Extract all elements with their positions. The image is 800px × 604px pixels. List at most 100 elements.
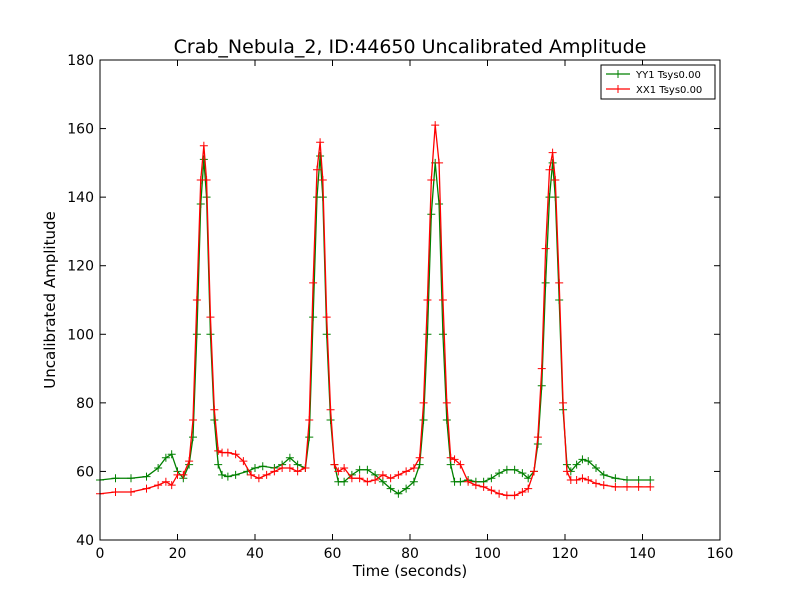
data-point — [330, 460, 339, 469]
data-point — [524, 474, 533, 483]
data-point — [363, 465, 372, 474]
data-point — [316, 138, 325, 147]
chart-title: Crab_Nebula_2, ID:44650 Uncalibrated Amp… — [174, 36, 647, 58]
data-point — [427, 176, 436, 184]
y-tick-label: 100 — [67, 327, 94, 343]
legend-label: XX1 Tsys0.00 — [636, 85, 702, 96]
data-point — [316, 152, 325, 160]
data-point — [293, 467, 302, 476]
data-point — [572, 476, 581, 484]
data-point — [415, 453, 424, 462]
data-point — [423, 330, 432, 339]
data-point — [214, 460, 223, 469]
y-tick-label: 180 — [67, 53, 94, 69]
data-point — [599, 481, 608, 490]
data-point — [218, 470, 227, 479]
data-point — [502, 491, 511, 500]
legend-box — [600, 64, 716, 100]
data-point — [402, 484, 411, 493]
legend: YY1 Tsys0.00 XX1 Tsys0.00 — [600, 64, 716, 100]
y-axis-label: Uncalibrated Amplitude — [41, 211, 59, 388]
data-point — [446, 453, 455, 462]
data-point — [578, 455, 587, 464]
y-tick-label: 80 — [76, 396, 94, 412]
data-point — [334, 467, 343, 476]
data-point — [599, 470, 608, 479]
data-point — [185, 457, 194, 466]
data-point — [572, 460, 581, 469]
data-point — [464, 477, 473, 486]
data-point — [192, 330, 201, 339]
data-point — [419, 398, 428, 407]
data-point — [340, 464, 349, 472]
data-point — [442, 416, 451, 424]
data-point — [409, 464, 418, 472]
data-point — [210, 405, 219, 414]
data-point — [623, 482, 631, 491]
data-point — [495, 489, 504, 498]
data-point — [541, 244, 550, 253]
data-point — [646, 482, 655, 491]
data-point — [239, 457, 248, 466]
x-tick-label: 60 — [324, 546, 342, 562]
x-tick-label: 80 — [401, 546, 419, 562]
data-point — [559, 398, 568, 407]
series-xx1 — [96, 121, 655, 500]
data-point — [537, 364, 546, 373]
y-tick-label: 140 — [67, 190, 94, 206]
data-point — [584, 476, 593, 484]
data-point — [154, 464, 163, 472]
data-point — [427, 210, 436, 219]
data-point — [456, 460, 465, 469]
data-point — [584, 457, 593, 466]
data-point — [189, 416, 197, 424]
y-tick-label: 40 — [76, 533, 94, 549]
data-point — [223, 472, 232, 481]
data-point — [530, 467, 538, 476]
data-point — [111, 474, 120, 483]
data-point — [435, 200, 444, 208]
data-point — [355, 465, 364, 474]
data-point — [223, 448, 232, 457]
x-tick-label: 140 — [629, 546, 656, 562]
data-point — [545, 165, 554, 174]
data-point — [258, 462, 267, 471]
data-point — [510, 465, 519, 474]
series-layer — [96, 121, 655, 500]
data-point — [142, 472, 151, 481]
data-point — [192, 296, 201, 304]
data-point — [502, 465, 511, 474]
data-point — [293, 460, 302, 469]
data-point — [196, 200, 205, 208]
data-point — [394, 489, 403, 498]
data-point — [611, 474, 620, 483]
series-yy1 — [96, 152, 655, 498]
data-point — [415, 460, 424, 469]
data-point — [127, 474, 135, 483]
data-point — [386, 474, 395, 483]
data-point — [231, 470, 240, 479]
data-point — [347, 474, 356, 483]
series-line — [99, 125, 651, 497]
data-point — [322, 313, 331, 322]
data-point — [278, 464, 287, 472]
data-point — [419, 416, 428, 424]
y-tick-label: 160 — [67, 122, 94, 138]
data-point — [262, 470, 271, 479]
data-point — [623, 476, 631, 484]
data-point — [199, 155, 208, 164]
data-point — [305, 433, 314, 442]
data-point — [646, 476, 655, 484]
data-point — [450, 455, 459, 464]
data-point — [548, 158, 557, 167]
data-point — [611, 482, 620, 491]
data-point — [548, 148, 557, 157]
data-point — [202, 176, 211, 184]
data-point — [634, 476, 643, 484]
data-point — [179, 470, 188, 479]
data-point — [378, 470, 387, 479]
data-point — [231, 450, 240, 459]
data-point — [167, 481, 176, 490]
legend-marker — [614, 85, 622, 93]
